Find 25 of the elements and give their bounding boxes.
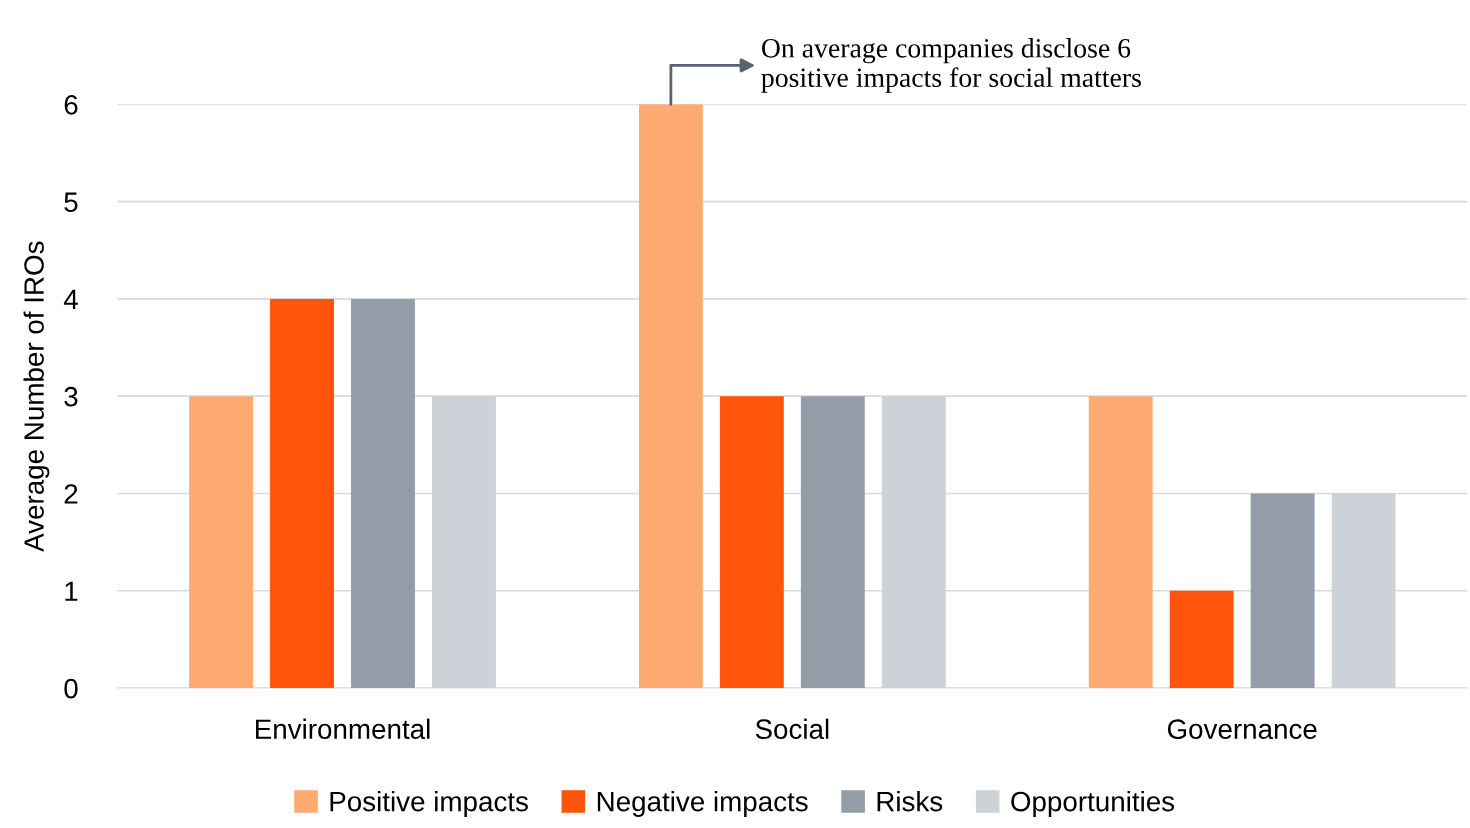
- y-tick-label: 3: [64, 386, 78, 407]
- legend-label: Negative impacts: [597, 790, 808, 817]
- legend-label: Positive impacts: [330, 790, 528, 817]
- bar: [719, 396, 784, 689]
- bar: [1169, 590, 1234, 689]
- y-tick-label: 4: [63, 289, 78, 309]
- bar: [351, 298, 415, 689]
- legend-label: Risks: [877, 790, 943, 812]
- y-tick-label: 5: [64, 192, 78, 212]
- bar: [270, 298, 334, 689]
- bar: [800, 396, 865, 689]
- bar: [189, 396, 253, 689]
- bar: [1250, 493, 1315, 689]
- bar: [638, 104, 703, 689]
- x-tick-label: Governance: [1167, 719, 1317, 740]
- legend-label: Opportunities: [1011, 790, 1175, 817]
- y-axis-title: Average Number of IROs: [23, 241, 50, 552]
- y-tick-label: 2: [64, 484, 78, 504]
- y-tick-label: 1: [65, 581, 78, 601]
- x-tick-label: Social: [755, 718, 829, 740]
- x-tick-label: Environmental: [256, 718, 430, 740]
- text: On average companies disclose 6 positive impacts for social matters: [761, 38, 1141, 93]
- y-tick-label: 0: [64, 678, 78, 699]
- y-tick-label: 6: [64, 95, 78, 115]
- bar: [1088, 396, 1153, 689]
